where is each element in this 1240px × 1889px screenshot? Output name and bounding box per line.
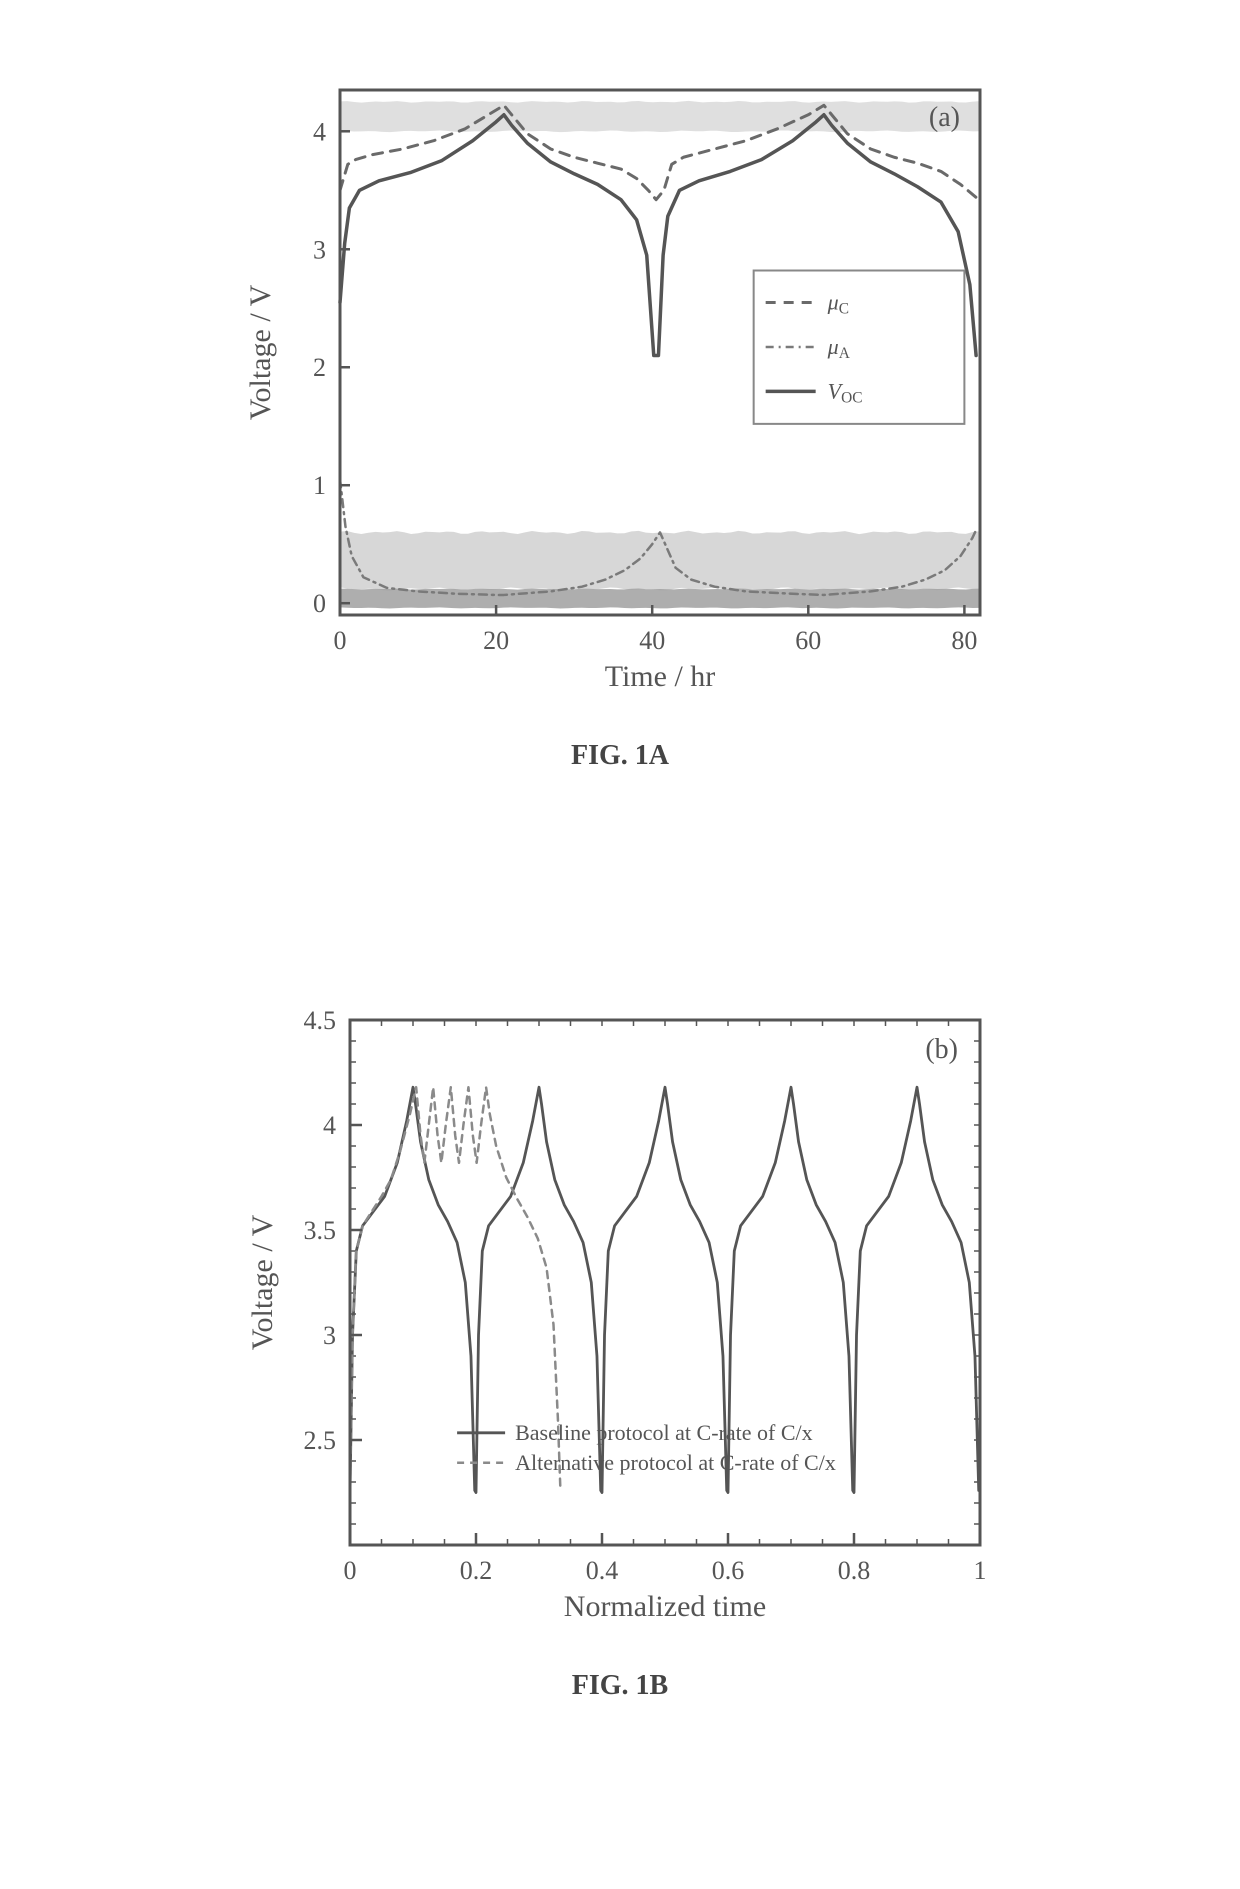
svg-text:Voltage / V: Voltage / V (244, 284, 277, 420)
svg-text:1: 1 (313, 471, 326, 500)
svg-text:2: 2 (313, 353, 326, 382)
svg-text:3: 3 (313, 235, 326, 264)
svg-text:60: 60 (795, 626, 821, 655)
chart-b: 0 0.2 0.4 0.6 0.8 1 2.5 3 3.5 4 4.5 Normalized time… (230, 1000, 1010, 1640)
svg-text:3.5: 3.5 (304, 1216, 337, 1245)
svg-text:4: 4 (313, 117, 326, 146)
chart-a: 02040608001234Time / hrVoltage / V(a)μCμ… (230, 70, 1010, 710)
svg-text:0: 0 (334, 626, 347, 655)
svg-text:4: 4 (323, 1111, 336, 1140)
fig-1a-caption: FIG. 1A (230, 740, 1010, 772)
svg-text:0: 0 (313, 589, 326, 618)
svg-text:0.6: 0.6 (712, 1556, 745, 1585)
figure-1b: 0 0.2 0.4 0.6 0.8 1 2.5 3 3.5 4 4.5 Normalized time… (230, 1000, 1010, 1702)
svg-text:(a): (a) (929, 102, 960, 133)
svg-text:3: 3 (323, 1321, 336, 1350)
svg-text:1: 1 (974, 1556, 987, 1585)
svg-text:Normalized time: Normalized time (564, 1590, 766, 1623)
svg-text:Baseline protocol at C-rate of: Baseline protocol at C-rate of C/x (515, 1420, 813, 1445)
svg-text:4.5: 4.5 (304, 1006, 337, 1035)
svg-text:Alternative protocol at C-rate: Alternative protocol at C-rate of C/x (515, 1450, 836, 1475)
svg-text:2.5: 2.5 (304, 1426, 337, 1455)
svg-text:0: 0 (344, 1556, 357, 1585)
page: 02040608001234Time / hrVoltage / V(a)μCμ… (0, 0, 1240, 1889)
fig-1b-caption: FIG. 1B (230, 1670, 1010, 1702)
svg-text:0.2: 0.2 (460, 1556, 493, 1585)
svg-text:Time / hr: Time / hr (605, 660, 716, 693)
svg-text:80: 80 (951, 626, 977, 655)
svg-text:0.4: 0.4 (586, 1556, 619, 1585)
svg-text:20: 20 (483, 626, 509, 655)
svg-text:Voltage / V: Voltage / V (246, 1214, 279, 1350)
svg-text:0.8: 0.8 (838, 1556, 871, 1585)
figure-1a: 02040608001234Time / hrVoltage / V(a)μCμ… (230, 70, 1010, 772)
svg-text:40: 40 (639, 626, 665, 655)
svg-text:(b): (b) (925, 1034, 958, 1065)
